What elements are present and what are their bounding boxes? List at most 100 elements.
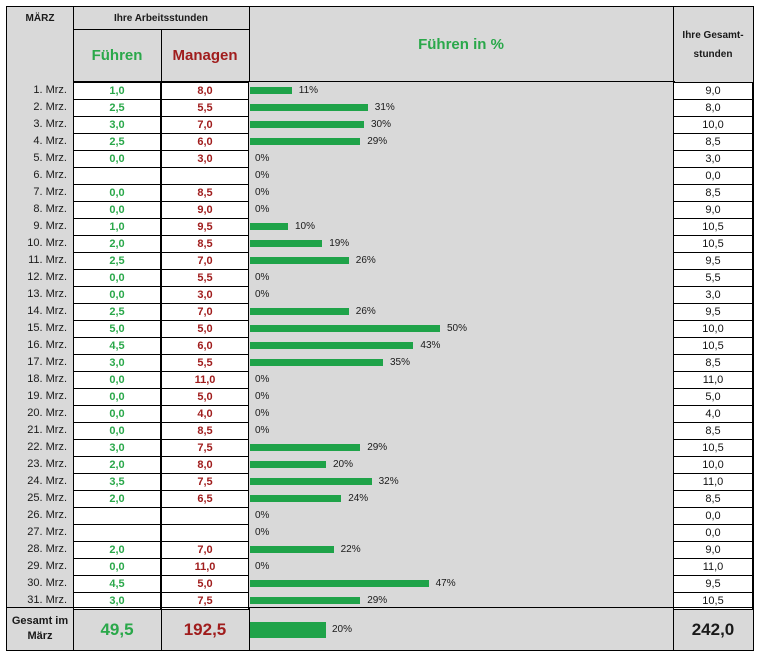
total-cell: 11,0 — [673, 371, 753, 389]
lead-cell: 0,0 — [73, 286, 161, 304]
manage-cell — [161, 167, 249, 185]
percent-label: 11% — [298, 85, 319, 96]
date-label: 8. Mrz. — [33, 203, 67, 215]
lead-cell: 4,5 — [73, 337, 161, 355]
manage-cell: 8,5 — [161, 235, 249, 253]
date-label: 27. Mrz. — [27, 526, 67, 538]
percent-bar — [250, 478, 372, 485]
total-cell: 5,0 — [673, 388, 753, 406]
manage-cell: 7,0 — [161, 541, 249, 559]
manage-cell: 5,5 — [161, 354, 249, 372]
total-cell: 3,0 — [673, 150, 753, 168]
total-cell: 3,0 — [673, 286, 753, 304]
total-cell: 0,0 — [673, 507, 753, 525]
manage-cell: 7,0 — [161, 252, 249, 270]
percent-label: 0% — [255, 408, 270, 419]
lead-cell — [73, 524, 161, 542]
hours-group-header: Ihre Arbeitsstunden — [113, 12, 209, 24]
total-cell: 10,0 — [673, 320, 753, 338]
percent-label: 0% — [255, 204, 270, 215]
percent-label: 0% — [255, 374, 270, 385]
percent-label: 50% — [447, 323, 468, 334]
lead-cell — [73, 167, 161, 185]
date-label: 22. Mrz. — [27, 441, 67, 453]
lead-cell: 1,0 — [73, 82, 161, 100]
manage-cell: 7,0 — [161, 116, 249, 134]
lead-cell: 4,5 — [73, 575, 161, 593]
percent-bar — [250, 138, 361, 145]
manage-cell: 3,0 — [161, 150, 249, 168]
percent-label: 30% — [371, 119, 392, 130]
lead-cell: 3,0 — [73, 592, 161, 610]
percent-bar — [250, 257, 349, 264]
percent-label: 0% — [255, 527, 270, 538]
percent-bar — [250, 325, 440, 332]
date-label: 12. Mrz. — [27, 271, 67, 283]
lead-cell: 0,0 — [73, 388, 161, 406]
percent-label: 32% — [378, 476, 399, 487]
month-header: MÄRZ — [25, 12, 55, 24]
date-label: 10. Mrz. — [27, 237, 67, 249]
date-label: 13. Mrz. — [27, 288, 67, 300]
date-label: 9. Mrz. — [33, 220, 67, 232]
date-label: 21. Mrz. — [27, 424, 67, 436]
lead-cell: 2,0 — [73, 456, 161, 474]
lead-cell: 2,0 — [73, 541, 161, 559]
percent-bar — [250, 444, 361, 451]
percent-label: 10% — [295, 221, 316, 232]
lead-cell: 0,0 — [73, 422, 161, 440]
total-cell: 10,0 — [673, 116, 753, 134]
percent-bar — [250, 495, 342, 502]
percent-label: 43% — [420, 340, 441, 351]
percent-column-header: Führen in % — [418, 35, 504, 53]
total-cell: 0,0 — [673, 167, 753, 185]
total-cell: 9,5 — [673, 303, 753, 321]
manage-cell — [161, 507, 249, 525]
total-cell: 8,5 — [673, 422, 753, 440]
lead-cell: 0,0 — [73, 371, 161, 389]
lead-cell: 2,5 — [73, 303, 161, 321]
date-label: 6. Mrz. — [33, 169, 67, 181]
percent-bar — [250, 104, 368, 111]
summary-lead-total: 49,5 — [100, 619, 134, 639]
total-cell: 10,5 — [673, 218, 753, 236]
lead-cell: 0,0 — [73, 269, 161, 287]
percent-bar — [250, 597, 361, 604]
date-label: 14. Mrz. — [27, 305, 67, 317]
lead-cell: 2,0 — [73, 235, 161, 253]
date-label: 24. Mrz. — [27, 475, 67, 487]
summary-percent-label: 20% — [332, 624, 353, 635]
date-label: 15. Mrz. — [27, 322, 67, 334]
percent-label: 47% — [435, 578, 456, 589]
lead-cell: 2,5 — [73, 252, 161, 270]
date-label: 2. Mrz. — [33, 101, 67, 113]
manage-cell: 4,0 — [161, 405, 249, 423]
summary-label: Gesamt im März — [11, 615, 69, 642]
total-cell: 10,5 — [673, 235, 753, 253]
date-label: 1. Mrz. — [33, 84, 67, 96]
percent-label: 0% — [255, 425, 270, 436]
date-label: 3. Mrz. — [33, 118, 67, 130]
total-column-header: Ihre Gesamt-stunden — [682, 30, 744, 60]
percent-bar — [250, 223, 288, 230]
date-label: 23. Mrz. — [27, 458, 67, 470]
total-cell: 10,5 — [673, 592, 753, 610]
percent-label: 35% — [390, 357, 411, 368]
percent-label: 19% — [329, 238, 350, 249]
date-label: 29. Mrz. — [27, 560, 67, 572]
percent-label: 26% — [355, 306, 376, 317]
date-label: 20. Mrz. — [27, 407, 67, 419]
timesheet-table: MÄRZ Ihre Arbeitsstunden Führen Managen … — [6, 6, 754, 651]
date-label: 26. Mrz. — [27, 509, 67, 521]
percent-bar — [250, 240, 323, 247]
lead-cell: 2,5 — [73, 133, 161, 151]
date-label: 5. Mrz. — [33, 152, 67, 164]
percent-label: 29% — [367, 595, 388, 606]
lead-cell: 3,0 — [73, 439, 161, 457]
total-cell: 8,5 — [673, 490, 753, 508]
total-cell: 5,5 — [673, 269, 753, 287]
total-cell: 10,5 — [673, 337, 753, 355]
lead-cell: 1,0 — [73, 218, 161, 236]
total-cell: 8,5 — [673, 354, 753, 372]
manage-cell: 3,0 — [161, 286, 249, 304]
